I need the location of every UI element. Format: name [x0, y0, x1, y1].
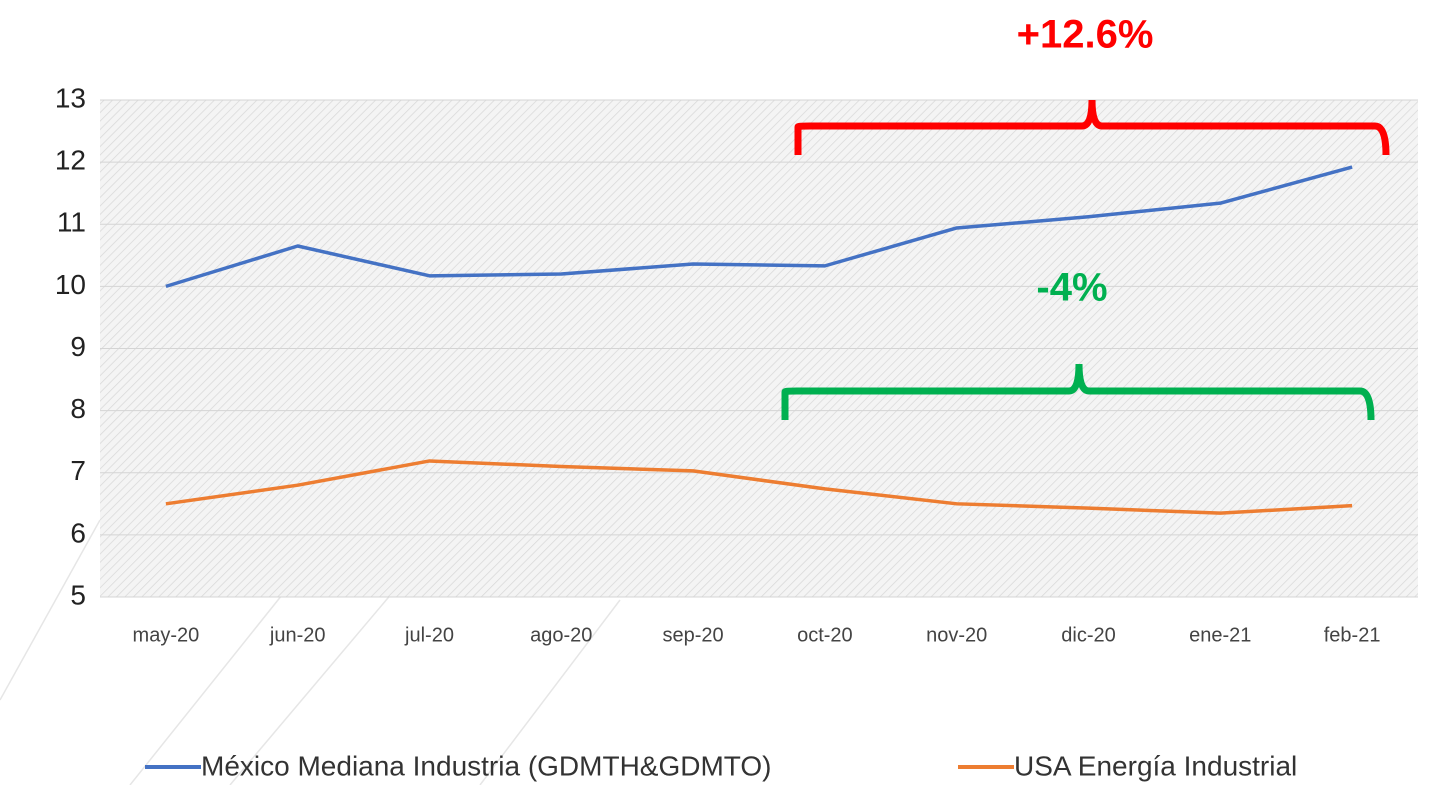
annotation: +12.6%	[1017, 13, 1154, 57]
x-tick-label: oct-20	[797, 624, 853, 646]
y-tick-label: 8	[70, 393, 86, 424]
x-tick-label: nov-20	[926, 624, 987, 646]
x-tick-label: may-20	[133, 624, 200, 646]
legend-label: USA Energía Industrial	[1014, 750, 1297, 781]
y-tick-label: 5	[70, 579, 86, 610]
series-line	[165, 165, 1353, 289]
lines	[165, 165, 1353, 515]
x-tick-label: jun-20	[269, 624, 326, 646]
y-tick-label: 12	[55, 145, 86, 176]
brace-green	[781, 363, 1375, 421]
y-tick-label: 7	[70, 455, 86, 486]
x-tick-label: ago-20	[530, 624, 592, 646]
y-tick-label: 10	[55, 269, 86, 300]
series-line	[165, 459, 1353, 515]
x-tick-label: sep-20	[663, 624, 724, 646]
legend-label: México Mediana Industria (GDMTH&GDMTO)	[201, 750, 772, 781]
legend: México Mediana Industria (GDMTH&GDMTO) US…	[145, 750, 1297, 781]
y-tick-label: 6	[70, 517, 86, 548]
x-tick-label: ene-21	[1189, 624, 1251, 646]
y-tick-label: 13	[55, 82, 86, 113]
brace-red	[794, 99, 1390, 156]
annotation: -4%	[1036, 266, 1107, 310]
x-tick-label: feb-21	[1324, 624, 1381, 646]
y-tick-label: 9	[70, 331, 86, 362]
x-tick-label: dic-20	[1061, 624, 1115, 646]
y-tick-label: 11	[57, 207, 86, 238]
x-tick-label: jul-20	[404, 624, 454, 646]
grid: 5 6 7 8 9 10 11 12 13 may-20 jun-20 jul-20 ago-20 sep…	[55, 82, 1418, 646]
